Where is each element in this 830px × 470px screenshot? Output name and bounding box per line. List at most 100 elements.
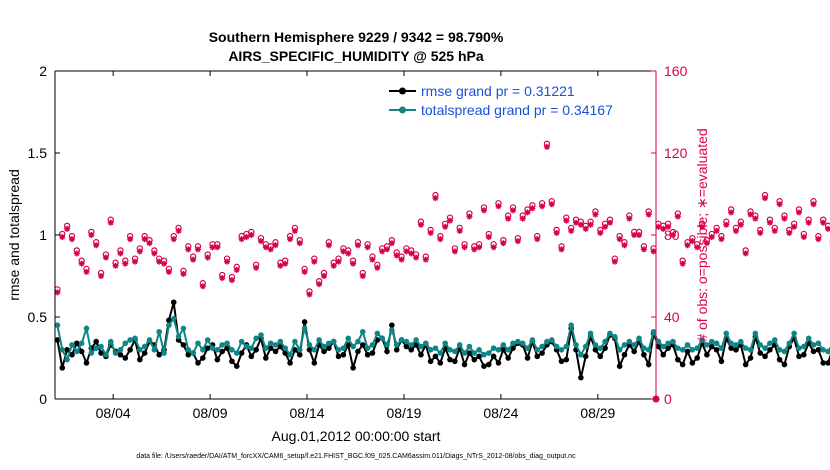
obs-evaluated-point (102, 254, 109, 261)
obs-evaluated-point (640, 246, 647, 253)
totalspread-point (132, 335, 138, 342)
obs-evaluated-point (621, 242, 628, 249)
totalspread-point (437, 350, 444, 356)
rmse-point (524, 355, 531, 361)
y-axis-label: rmse and totalspread (6, 169, 22, 301)
totalspread-point (762, 345, 768, 351)
totalspread-point (350, 343, 356, 350)
obs-evaluated-point (762, 195, 769, 202)
rmse-point (214, 356, 221, 363)
obs-evaluated-point (553, 229, 560, 236)
rmse-point (170, 299, 177, 306)
totalspread-point (752, 330, 759, 337)
obs-evaluated-point (650, 248, 657, 255)
totalspread-point (636, 335, 642, 342)
obs-evaluated-point (432, 195, 439, 202)
obs-evaluated-point (757, 229, 764, 236)
obs-evaluated-point (248, 232, 255, 238)
x-tick-label: 08/19 (386, 405, 421, 421)
totalspread-point (156, 328, 163, 335)
totalspread-point (389, 327, 395, 333)
obs-evaluated-point (466, 213, 473, 220)
y2-tick-label: 0 (664, 391, 672, 407)
totalspread-point (805, 335, 812, 342)
totalspread-point (718, 345, 725, 351)
obs-evaluated-point (781, 215, 788, 222)
rmse-point (490, 353, 497, 360)
obs-evaluated-point (626, 215, 633, 222)
obs-evaluated-point (442, 223, 449, 230)
obs-evaluated-point (330, 262, 337, 269)
rmse-point (69, 351, 75, 358)
obs-evaluated-point (679, 260, 686, 267)
obs-evaluated-point (694, 244, 701, 251)
rmse-point (500, 347, 507, 353)
rmse-point (74, 340, 80, 347)
totalspread-point (219, 342, 226, 348)
rmse-point (418, 351, 424, 358)
totalspread-point (767, 340, 773, 347)
obs-evaluated-point (543, 143, 550, 150)
totalspread-point (238, 338, 245, 345)
totalspread-point (485, 350, 492, 356)
obs-evaluated-point (384, 246, 391, 253)
x-tick-label: 08/29 (580, 405, 615, 421)
x-tick-label: 08/04 (96, 405, 131, 421)
obs-evaluated-point (703, 240, 710, 247)
rmse-point (694, 355, 700, 361)
totalspread-point (544, 338, 550, 345)
totalspread-point (151, 347, 158, 353)
obs-evaluated-point (228, 277, 235, 284)
rmse-point (117, 351, 124, 358)
rmse-point (476, 353, 482, 360)
totalspread-point (78, 340, 85, 347)
rmse-point (287, 360, 293, 366)
obs-evaluated-point (737, 221, 744, 228)
obs-evaluated-point (68, 236, 75, 243)
totalspread-point (83, 325, 90, 332)
rmse-point (781, 361, 788, 368)
totalspread-point (224, 340, 230, 347)
rmse-point (471, 356, 478, 363)
totalspread-point (539, 343, 545, 350)
obs-evaluated-point (131, 258, 138, 265)
obs-evaluated-point (529, 205, 536, 212)
y-tick-label: 0.5 (28, 309, 48, 325)
obs-evaluated-point (766, 219, 773, 226)
totalspread-point (515, 338, 521, 345)
totalspread-point (398, 337, 405, 343)
rmse-point (432, 353, 439, 360)
totalspread-point (607, 330, 613, 337)
obs-evaluated-point (112, 262, 119, 269)
obs-evaluated-point (495, 203, 502, 210)
obs-evaluated-point (335, 258, 342, 265)
rmse-point (306, 347, 313, 353)
obs-evaluated-point (791, 223, 798, 230)
rmse-point (311, 360, 318, 366)
rmse-point (296, 351, 303, 358)
obs-evaluated-point (117, 250, 124, 257)
obs-evaluated-point (795, 209, 802, 216)
totalspread-point (141, 343, 148, 350)
rmse-point (127, 347, 133, 353)
rmse-point (563, 356, 570, 363)
totalspread-point (427, 347, 434, 353)
totalspread-point (500, 342, 507, 348)
totalspread-point (723, 330, 730, 337)
totalspread-point (277, 338, 284, 345)
obs-evaluated-point (742, 250, 749, 257)
totalspread-point (243, 343, 250, 350)
rmse-point (248, 353, 255, 360)
rmse-point (825, 360, 830, 366)
obs-evaluated-point (616, 236, 623, 243)
rmse-point (83, 360, 90, 366)
totalspread-point (161, 350, 167, 356)
totalspread-point (364, 345, 371, 351)
obs-evaluated-point (78, 260, 85, 267)
totalspread-point (815, 340, 822, 347)
totalspread-point (190, 350, 196, 356)
obs-evaluated-point (388, 240, 395, 247)
obs-evaluated-point (170, 236, 177, 243)
totalspread-point (679, 347, 686, 353)
obs-evaluated-point (287, 236, 294, 243)
